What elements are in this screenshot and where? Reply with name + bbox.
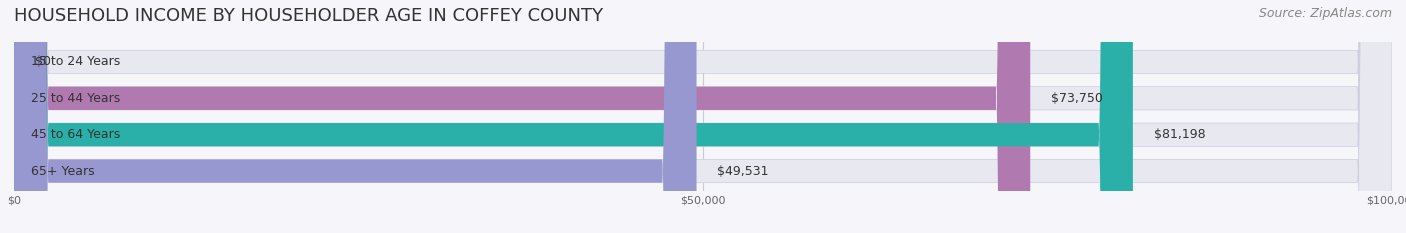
Text: 45 to 64 Years: 45 to 64 Years: [31, 128, 120, 141]
Text: 65+ Years: 65+ Years: [31, 164, 94, 178]
FancyBboxPatch shape: [14, 0, 1392, 233]
FancyBboxPatch shape: [14, 0, 1031, 233]
FancyBboxPatch shape: [14, 0, 1392, 233]
Text: Source: ZipAtlas.com: Source: ZipAtlas.com: [1258, 7, 1392, 20]
FancyBboxPatch shape: [14, 0, 1392, 233]
Text: HOUSEHOLD INCOME BY HOUSEHOLDER AGE IN COFFEY COUNTY: HOUSEHOLD INCOME BY HOUSEHOLDER AGE IN C…: [14, 7, 603, 25]
Text: $81,198: $81,198: [1153, 128, 1205, 141]
Text: 15 to 24 Years: 15 to 24 Years: [31, 55, 120, 69]
Text: $73,750: $73,750: [1050, 92, 1102, 105]
Text: $49,531: $49,531: [717, 164, 769, 178]
FancyBboxPatch shape: [14, 0, 696, 233]
Text: 25 to 44 Years: 25 to 44 Years: [31, 92, 120, 105]
FancyBboxPatch shape: [14, 0, 1133, 233]
FancyBboxPatch shape: [14, 0, 1392, 233]
Text: $0: $0: [35, 55, 51, 69]
